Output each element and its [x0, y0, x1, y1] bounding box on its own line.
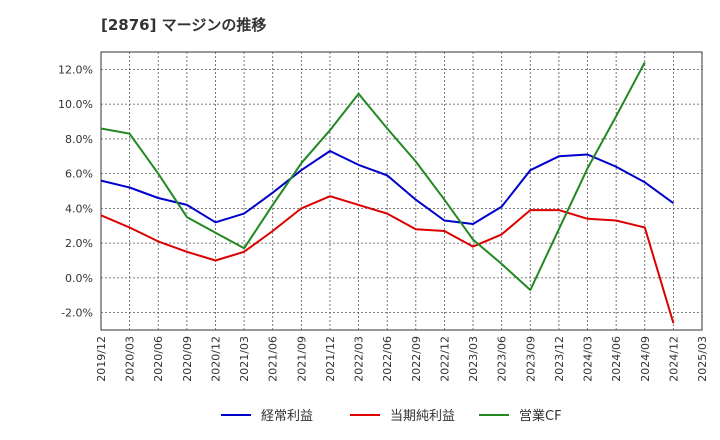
x-tick-label: 2021/09	[295, 336, 308, 382]
legend-label-3: 営業CF	[519, 408, 562, 424]
y-tick-label: 10.0%	[58, 98, 93, 111]
legend-label-2: 当期純利益	[390, 409, 455, 424]
x-tick-label: 2023/03	[467, 336, 480, 382]
x-tick-label: 2021/12	[324, 336, 337, 382]
x-tick-label: 2021/03	[238, 336, 251, 382]
x-tick-label: 2022/06	[381, 336, 394, 382]
x-tick-label: 2024/06	[610, 336, 623, 382]
chart-title: [2876] マージンの推移	[101, 16, 266, 34]
y-tick-label: 12.0%	[58, 63, 93, 76]
x-tick-label: 2019/12	[95, 336, 108, 382]
x-tick-label: 2025/03	[696, 336, 709, 382]
x-tick-label: 2022/09	[410, 336, 423, 382]
series-line-3	[100, 61, 646, 291]
x-tick-label: 2020/09	[181, 336, 194, 382]
y-tick-label: 4.0%	[65, 202, 93, 215]
x-tick-label: 2022/12	[438, 336, 451, 382]
y-tick-label: 6.0%	[65, 168, 93, 181]
plot-frame	[100, 51, 703, 331]
series-layer	[100, 61, 675, 324]
x-tick-label: 2024/03	[582, 336, 595, 382]
x-tick-label: 2023/06	[496, 336, 509, 382]
y-tick-label: 0.0%	[65, 272, 93, 285]
x-tick-label: 2023/09	[524, 336, 537, 382]
x-tick-label: 2020/03	[124, 336, 137, 382]
x-tick-label: 2024/12	[667, 336, 680, 382]
series-line-2	[100, 195, 675, 324]
x-tick-label: 2021/06	[267, 336, 280, 382]
grid-layer	[100, 51, 703, 331]
y-tick-label: 2.0%	[65, 237, 93, 250]
x-tick-label: 2024/09	[639, 336, 652, 382]
x-tick-label: 2023/12	[553, 336, 566, 382]
x-tick-label: 2022/03	[353, 336, 366, 382]
x-tick-label: 2020/06	[152, 336, 165, 382]
legend-label-1: 経常利益	[261, 409, 313, 424]
y-tick-label: 8.0%	[65, 133, 93, 146]
series-line-1	[100, 150, 674, 225]
axis-layer: 2019/12 2020/03 2020/06 2020/09 2020/12 2021/…	[58, 63, 709, 381]
legend: 経常利益 当期純利益 営業CF	[221, 408, 562, 424]
y-tick-label: -2.0%	[61, 307, 93, 320]
x-tick-label: 2020/12	[209, 336, 222, 382]
